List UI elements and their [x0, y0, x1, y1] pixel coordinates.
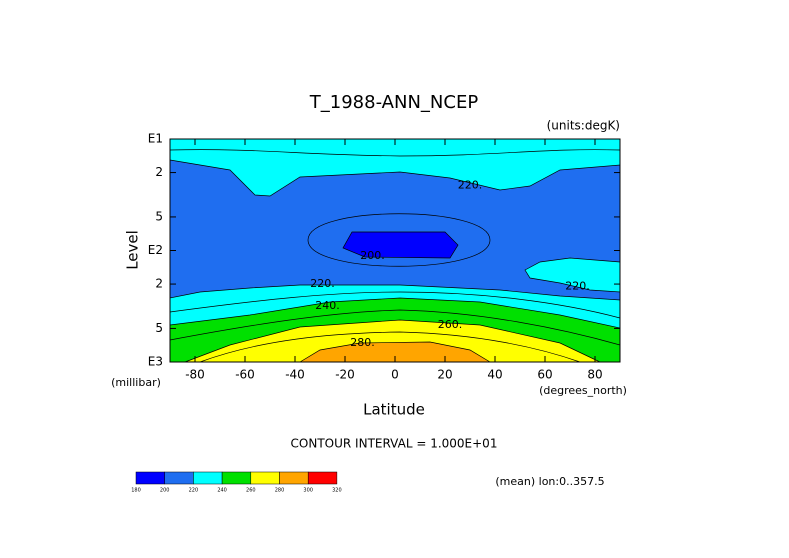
chart-title: T_1988-ANN_NCEP — [309, 92, 479, 113]
colorbar-label: 260 — [246, 488, 256, 494]
x-tick-label: 80 — [587, 368, 602, 382]
contour-line — [169, 291, 621, 319]
contour-line — [199, 331, 581, 363]
colorbar-label: 200 — [160, 488, 170, 494]
y-axis-label: Level — [124, 230, 142, 270]
x-tick-label: -20 — [335, 368, 355, 382]
colorbar-label: 300 — [303, 488, 313, 494]
units-label: (units:degK) — [547, 119, 620, 133]
x-tick-label: 20 — [437, 368, 452, 382]
contour-label: 220. — [565, 279, 590, 292]
colorbar-label: 220 — [189, 488, 199, 494]
x-axis-label: Latitude — [363, 401, 425, 419]
colorbar-label: 280 — [275, 488, 285, 494]
contour-label: 280. — [350, 336, 375, 349]
colorbar-box — [135, 471, 165, 485]
x-tick-label: 0 — [391, 368, 399, 382]
y-tick-label: 2 — [155, 277, 163, 291]
contour-label: 240. — [315, 299, 340, 312]
contour-region — [342, 231, 459, 259]
contour-line — [169, 149, 621, 157]
contour-line — [169, 309, 621, 346]
contour-label: 220. — [310, 277, 335, 290]
contour-line — [307, 213, 491, 267]
y-tick-label: E1 — [148, 132, 163, 146]
colorbar-label: 320 — [332, 488, 342, 494]
x-tick-label: -40 — [285, 368, 305, 382]
colorbar-box — [307, 471, 338, 485]
colorbar-box — [279, 471, 309, 485]
colorbar-box — [250, 471, 280, 485]
y-tick-label: 2 — [155, 165, 163, 179]
contour-region — [184, 319, 601, 363]
y-tick-label: E2 — [148, 243, 163, 257]
contour-label: 200. — [360, 249, 385, 262]
x-tick-label: 40 — [487, 368, 502, 382]
y-tick-label: E3 — [148, 355, 163, 369]
contour-label: 220. — [458, 178, 483, 191]
colorbar-label: 180 — [131, 488, 141, 494]
x-tick-label: -60 — [235, 368, 255, 382]
y-tick-label: 5 — [155, 209, 163, 223]
y-unit-label: (millibar) — [111, 376, 161, 389]
x-tick-label: 60 — [537, 368, 552, 382]
contour-region — [169, 159, 621, 301]
contour-interval: CONTOUR INTERVAL = 1.000E+01 — [291, 437, 498, 451]
colorbar-label: 240 — [217, 488, 227, 494]
colorbar-box — [221, 471, 252, 485]
colorbar-box — [193, 471, 223, 485]
y-tick-label: 5 — [155, 321, 163, 335]
contour-label: 260. — [438, 318, 463, 331]
x-tick-label: -80 — [185, 368, 205, 382]
x-unit-label: (degrees_north) — [539, 384, 627, 397]
footer-label: (mean) lon:0..357.5 — [495, 475, 604, 488]
colorbar-box — [164, 471, 194, 485]
